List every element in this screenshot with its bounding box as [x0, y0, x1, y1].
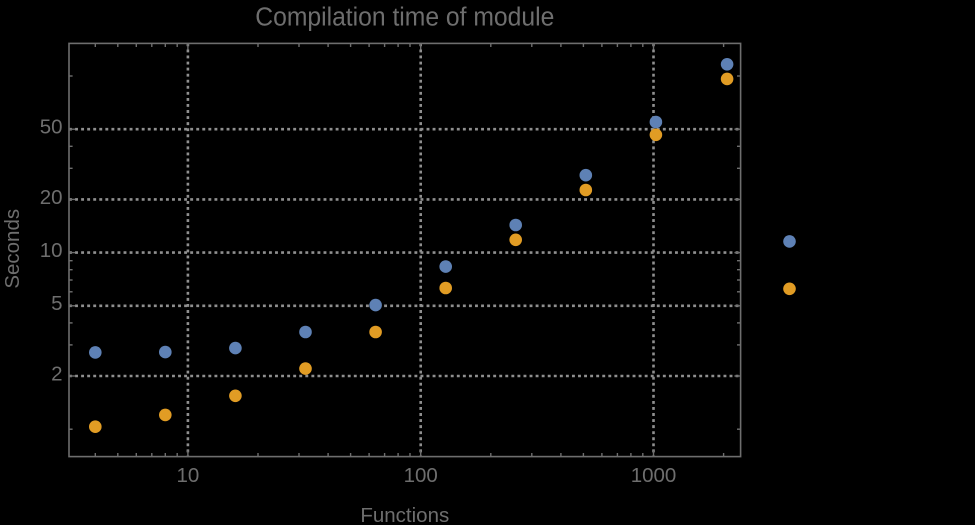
svg-text:Compilation time of module: Compilation time of module — [255, 1, 554, 31]
svg-text:1000: 1000 — [631, 464, 677, 487]
svg-text:10: 10 — [176, 464, 199, 487]
svg-text:Seconds: Seconds — [1, 209, 24, 289]
svg-text:5: 5 — [51, 292, 62, 315]
svg-text:10: 10 — [40, 239, 63, 262]
svg-text:100: 100 — [404, 464, 438, 487]
svg-text:Functions: Functions — [360, 504, 449, 525]
svg-text:2: 2 — [51, 362, 62, 385]
svg-text:50: 50 — [40, 116, 63, 139]
svg-text:20: 20 — [40, 186, 63, 209]
